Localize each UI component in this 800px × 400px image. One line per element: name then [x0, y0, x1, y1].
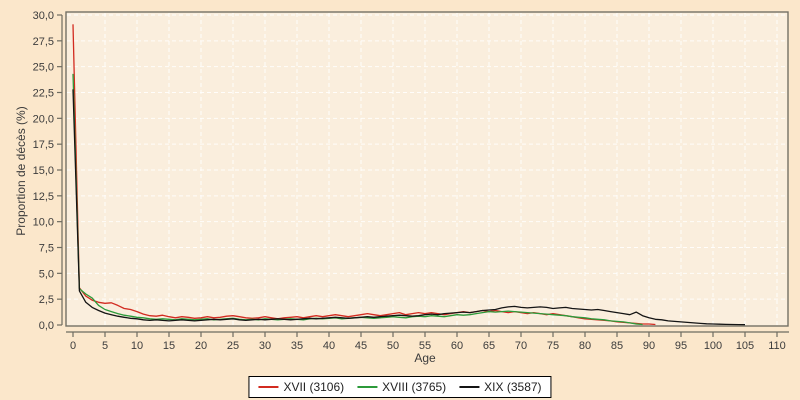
x-tick-label: 50 [387, 340, 399, 352]
y-tick-label: 2,5 [39, 294, 54, 306]
x-tick-label: 35 [291, 340, 303, 352]
x-tick-label: 30 [259, 340, 271, 352]
x-tick-label: 0 [70, 340, 76, 352]
x-tick-label: 20 [195, 340, 207, 352]
x-tick-label: 40 [323, 340, 335, 352]
legend-label-xvii: XVII (3106) [283, 380, 345, 394]
y-tick-label: 10,0 [33, 217, 54, 229]
y-tick-label: 12,5 [33, 191, 54, 203]
legend-item-xviii: XVIII (3765) [357, 380, 446, 394]
y-tick-label: 25,0 [33, 62, 54, 74]
x-tick-label: 70 [515, 340, 527, 352]
series-xviii-swatch [357, 386, 378, 388]
legend-item-xix: XIX (3587) [459, 380, 542, 394]
x-tick-label: 90 [643, 340, 655, 352]
plot-background [66, 12, 788, 326]
x-axis-title: Age [414, 351, 436, 365]
y-tick-label: 15,0 [33, 165, 54, 177]
y-tick-label: 7,5 [39, 243, 54, 255]
y-tick-label: 5,0 [39, 268, 54, 280]
legend: XVII (3106) XVIII (3765) XIX (3587) [248, 376, 552, 398]
x-tick-label: 60 [451, 340, 463, 352]
x-tick-label: 65 [483, 340, 495, 352]
x-tick-label: 100 [704, 340, 722, 352]
y-tick-label: 27,5 [33, 36, 54, 48]
plot-frame [65, 11, 789, 327]
y-tick-label: 17,5 [33, 139, 54, 151]
series-xix-swatch [459, 386, 480, 388]
x-tick-label: 85 [611, 340, 623, 352]
x-tick-label: 5 [102, 340, 108, 352]
y-tick-label: 0,0 [39, 320, 54, 332]
legend-label-xix: XIX (3587) [484, 380, 542, 394]
y-tick-label: 20,0 [33, 113, 54, 125]
x-tick-label: 95 [675, 340, 687, 352]
x-tick-label: 10 [131, 340, 143, 352]
x-tick-label: 105 [736, 340, 754, 352]
series-line-xix [72, 89, 746, 326]
x-tick-label: 75 [547, 340, 559, 352]
x-tick-label: 45 [355, 340, 367, 352]
x-tick-label: 80 [579, 340, 591, 352]
x-tick-label: 25 [227, 340, 239, 352]
legend-item-xvii: XVII (3106) [258, 380, 344, 394]
legend-label-xviii: XVIII (3765) [382, 380, 447, 394]
y-tick-label: 30,0 [33, 10, 54, 22]
y-tick-label: 22,5 [33, 88, 54, 100]
x-tick-label: 15 [163, 340, 175, 352]
x-tick-label: 55 [419, 340, 431, 352]
series-xvii-swatch [258, 386, 279, 388]
y-axis-title: Proportion de décès (%) [14, 106, 28, 236]
x-tick-label: 110 [768, 340, 786, 352]
